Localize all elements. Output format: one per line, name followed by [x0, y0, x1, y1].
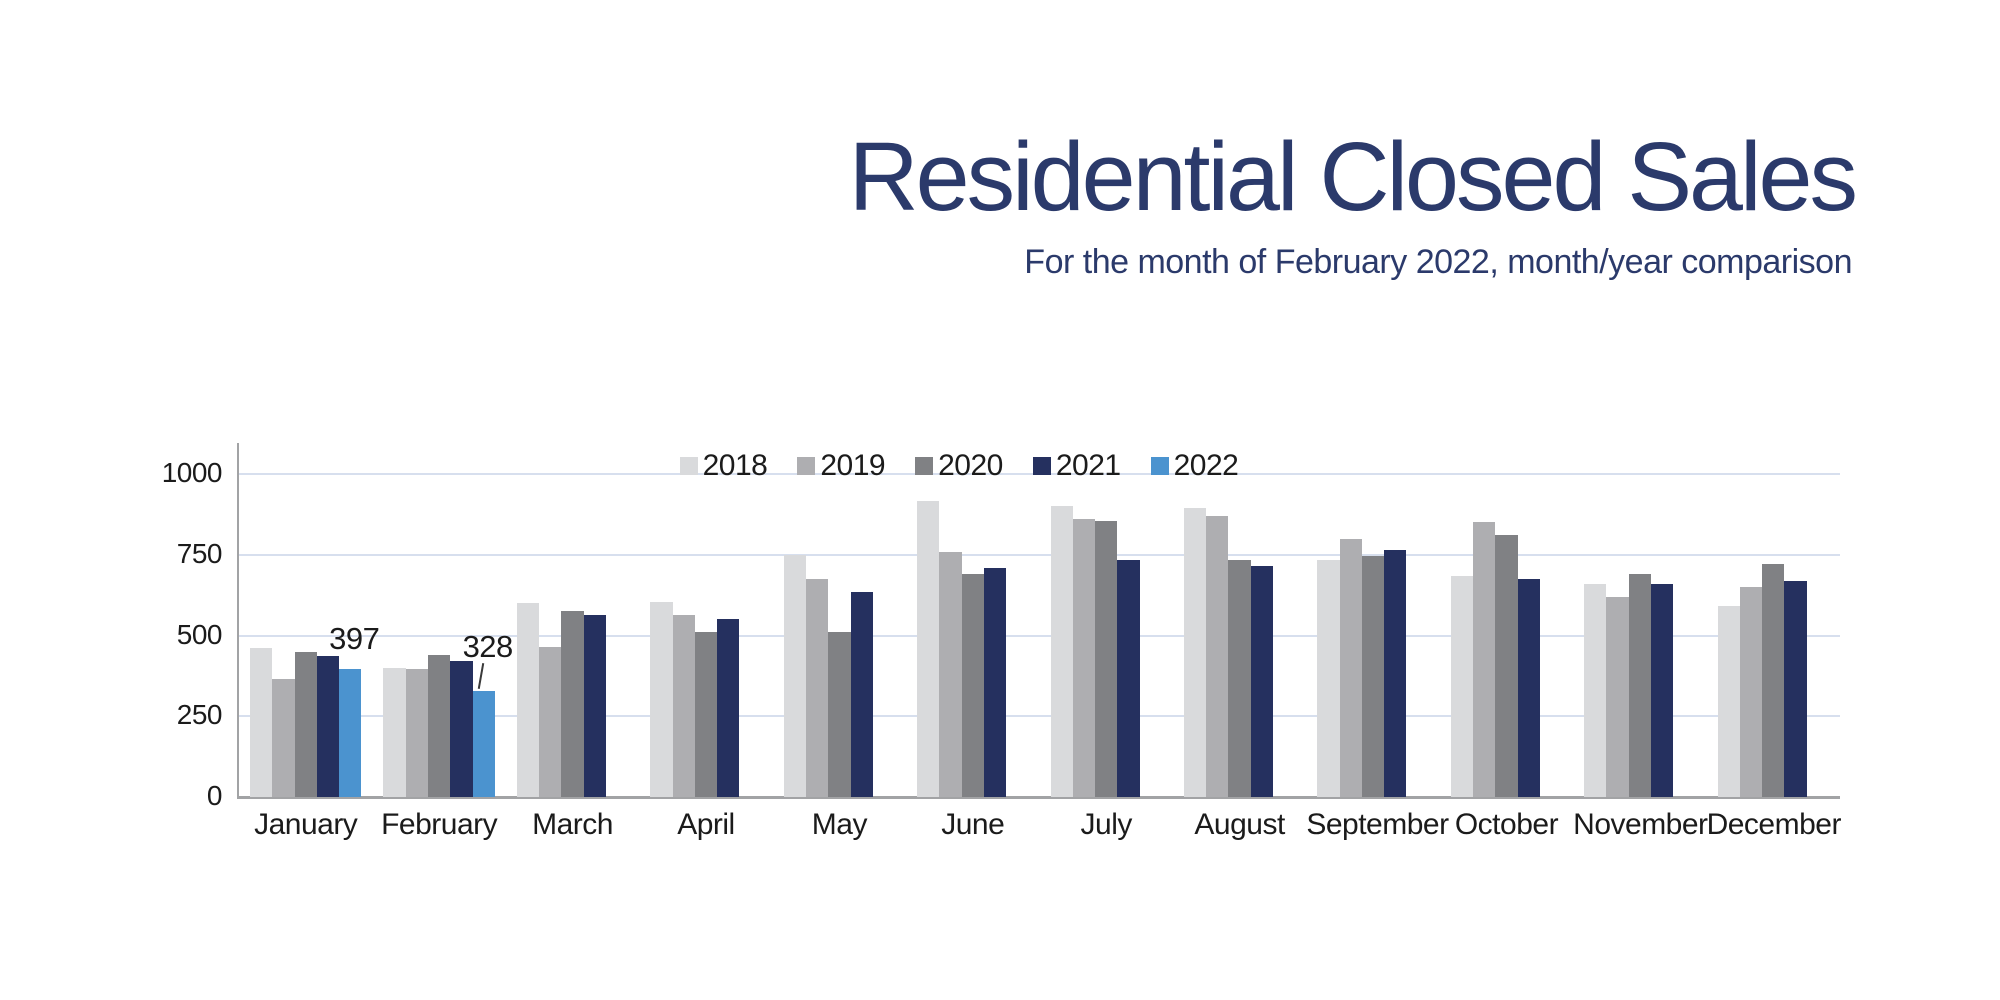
x-axis-label-january: January: [254, 808, 358, 841]
bar-december-2019: [1739, 587, 1763, 797]
bar-july-2020: [1095, 520, 1118, 797]
bar-may-2021: [850, 591, 873, 797]
x-axis-line: [237, 796, 1840, 799]
bar-january-2021: [316, 656, 340, 797]
bar-february-2022: [472, 691, 495, 797]
bar-november-2020: [1628, 574, 1651, 797]
bar-september-2019: [1339, 538, 1362, 797]
bar-february-2021: [450, 661, 473, 797]
bar-july-2021: [1117, 559, 1140, 797]
bar-may-2020: [828, 632, 851, 797]
x-axis-label-april: April: [677, 808, 735, 841]
legend-label-2021: 2021: [1055, 449, 1121, 482]
legend: 2018 2019 2020 2021 2022: [239, 449, 1679, 483]
x-axis-label-may: May: [811, 808, 868, 841]
bar-july-2019: [1072, 519, 1096, 797]
bar-january-2019: [272, 679, 295, 797]
legend-label-2019: 2019: [820, 449, 886, 482]
legend-label-2022: 2022: [1173, 449, 1239, 482]
data-label-january-2022: 397: [329, 620, 380, 656]
bar-february-2018: [383, 667, 406, 797]
y-axis-label-750: 750: [176, 537, 223, 569]
bar-december-2021: [1784, 580, 1807, 797]
legend-item-2020: 2020: [915, 449, 1003, 483]
legend-swatch-2019: [797, 457, 816, 475]
gridline-250: [239, 715, 1840, 718]
bar-october-2020: [1495, 535, 1518, 797]
bar-october-2018: [1450, 575, 1474, 797]
legend-item-2019: 2019: [797, 449, 886, 483]
bar-february-2019: [405, 669, 428, 797]
bar-january-2020: [294, 651, 317, 797]
bar-may-2019: [805, 578, 829, 797]
bar-june-2019: [939, 551, 962, 797]
bar-september-2018: [1317, 559, 1340, 797]
y-axis-label-250: 250: [176, 699, 223, 731]
bar-september-2021: [1384, 549, 1407, 797]
x-axis-label-july: July: [1080, 808, 1133, 841]
legend-item-2021: 2021: [1032, 449, 1121, 483]
bar-december-2018: [1717, 606, 1740, 797]
bar-march-2021: [583, 614, 606, 797]
bar-november-2019: [1606, 596, 1629, 797]
bar-august-2020: [1228, 559, 1251, 797]
x-axis-label-september: September: [1306, 808, 1449, 841]
bar-september-2020: [1361, 556, 1385, 797]
bar-april-2021: [717, 619, 740, 797]
bar-november-2021: [1651, 583, 1674, 797]
x-axis-label-march: March: [532, 808, 613, 841]
x-axis-label-august: August: [1194, 808, 1285, 841]
chart-title: Residential Closed Sales: [848, 122, 1858, 231]
y-axis-line: [237, 443, 239, 799]
y-axis-label-0: 0: [206, 780, 223, 811]
legend-swatch-2018: [679, 457, 698, 475]
chart-subtitle: For the month of February 2022, month/ye…: [1024, 243, 1852, 281]
data-label-leader-line: [477, 663, 484, 690]
bar-april-2019: [672, 614, 695, 797]
data-label-february-2022: 328: [462, 629, 514, 665]
bar-may-2018: [783, 554, 806, 797]
gridline-750: [239, 553, 1840, 556]
bar-july-2018: [1050, 506, 1073, 797]
legend-label-2018: 2018: [702, 449, 768, 482]
legend-swatch-2022: [1150, 457, 1169, 475]
bar-march-2018: [516, 603, 540, 797]
bar-october-2019: [1473, 522, 1496, 797]
bar-april-2018: [650, 601, 673, 797]
bar-february-2020: [427, 654, 451, 797]
bar-november-2018: [1584, 583, 1607, 797]
x-axis-label-november: November: [1573, 808, 1708, 841]
legend-label-2020: 2020: [938, 449, 1003, 482]
x-axis-label-june: June: [941, 808, 1005, 841]
bar-august-2021: [1250, 566, 1274, 797]
bar-october-2021: [1517, 578, 1540, 797]
bar-june-2021: [983, 567, 1007, 797]
legend-item-2022: 2022: [1150, 449, 1239, 483]
x-axis-label-october: October: [1454, 808, 1559, 841]
bar-august-2019: [1206, 515, 1229, 797]
bar-august-2018: [1183, 507, 1207, 797]
legend-item-2018: 2018: [679, 449, 768, 483]
bar-march-2020: [561, 611, 584, 797]
bar-june-2018: [917, 501, 940, 797]
bar-march-2019: [539, 646, 562, 797]
y-axis-label-500: 500: [176, 618, 223, 650]
bar-april-2020: [694, 632, 718, 797]
y-axis-label-1000: 1000: [161, 457, 223, 488]
bar-january-2022: [339, 668, 362, 797]
x-axis-label-february: February: [381, 808, 498, 841]
bar-december-2020: [1762, 564, 1785, 797]
bar-june-2020: [961, 574, 984, 797]
gridline-500: [239, 634, 1840, 637]
bar-january-2018: [250, 648, 273, 797]
legend-swatch-2020: [915, 457, 934, 475]
legend-swatch-2021: [1032, 457, 1051, 475]
x-axis-label-december: December: [1706, 808, 1842, 841]
